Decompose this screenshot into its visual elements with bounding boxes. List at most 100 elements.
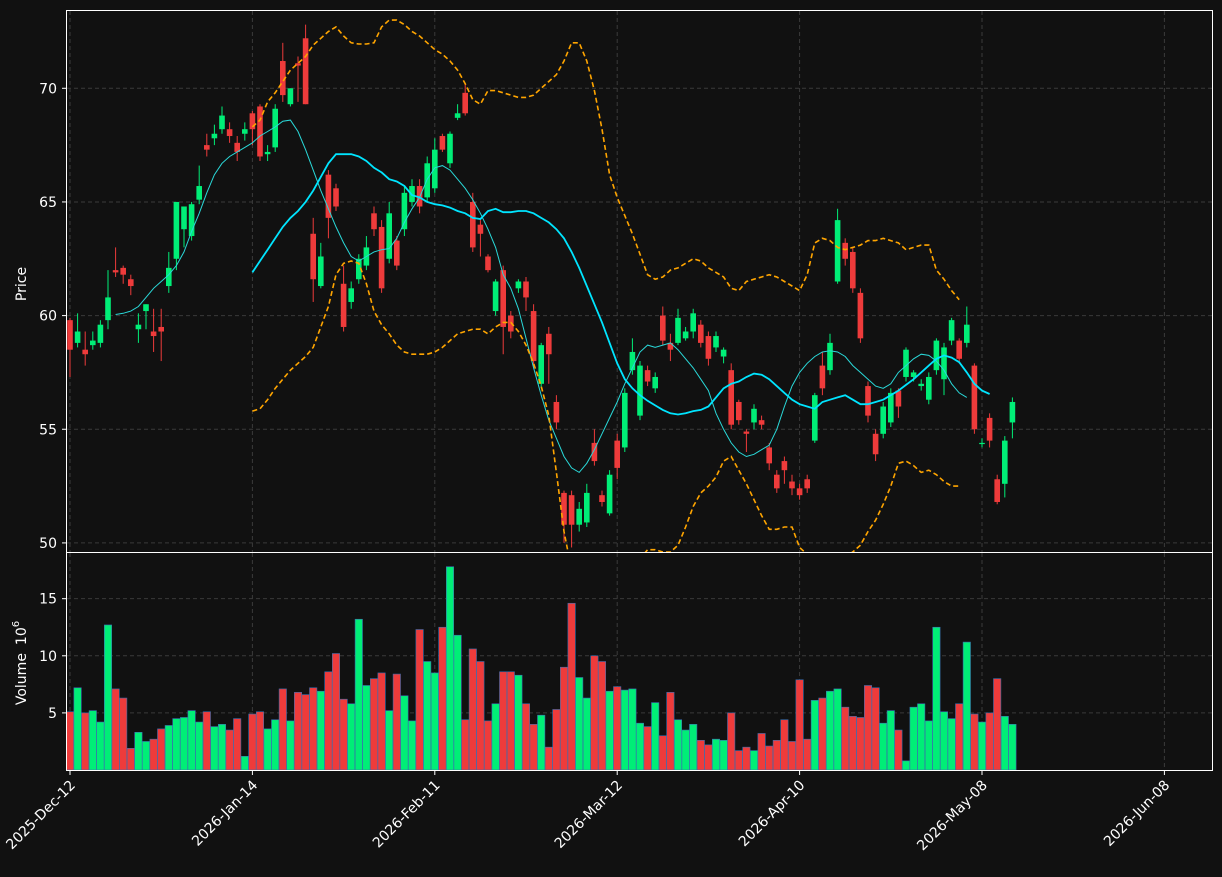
candle-body <box>781 461 788 471</box>
volume-bar <box>225 729 234 771</box>
price-tick-label: 70 <box>39 81 57 97</box>
candle-body <box>470 201 476 248</box>
candle-body <box>143 304 149 312</box>
volume-axis-label-power: 6 <box>11 621 22 627</box>
volume-bar <box>567 602 576 771</box>
candle-body <box>401 192 408 230</box>
candle-body <box>698 324 704 343</box>
volume-bar <box>491 703 500 771</box>
candle-body <box>515 281 522 289</box>
volume-bar <box>331 653 340 771</box>
candle-body <box>485 256 491 271</box>
candle-body <box>188 204 195 237</box>
candle-body <box>895 390 902 407</box>
candle-body <box>112 270 119 273</box>
volume-bar <box>354 618 363 771</box>
candle-body <box>105 297 111 321</box>
candle-body <box>553 401 560 423</box>
volume-bar <box>787 741 796 771</box>
candle-body <box>758 420 765 425</box>
volume-bar <box>635 722 644 771</box>
volume-bar <box>985 712 994 771</box>
price-tick-label: 60 <box>39 309 57 325</box>
volume-bar <box>96 721 105 771</box>
volume-bar <box>529 724 538 771</box>
candle-body <box>918 383 924 387</box>
volume-axis-label-exponent: 10 <box>14 627 30 645</box>
volume-bar <box>218 724 227 771</box>
price-tick-label: 50 <box>39 536 57 552</box>
volume-bar <box>453 634 462 771</box>
candle-body <box>67 320 73 350</box>
volume-bar <box>780 719 789 771</box>
candle-body <box>728 370 734 425</box>
candle-body <box>1009 401 1016 423</box>
volume-bar <box>894 729 903 771</box>
volume-bar <box>863 685 872 771</box>
candle-body <box>743 431 750 434</box>
candle-body <box>1002 440 1008 484</box>
volume-bar <box>544 746 553 771</box>
candle-body <box>280 61 286 96</box>
volume-bar <box>172 718 181 771</box>
volume-bar <box>901 760 910 771</box>
volume-bar <box>841 706 850 771</box>
volume-bar <box>803 738 812 771</box>
volume-tick-label: 15 <box>39 592 57 608</box>
candle-body <box>166 267 172 287</box>
volume-bar <box>1008 724 1017 771</box>
volume-bar <box>309 687 318 771</box>
volume-bar <box>521 703 530 771</box>
volume-tick-label: 10 <box>39 649 57 665</box>
candle-body <box>196 186 202 200</box>
volume-bar <box>202 711 211 771</box>
candle-body <box>219 115 225 130</box>
candle-body <box>378 226 385 289</box>
volume-bar <box>613 686 622 771</box>
candle-body <box>386 213 392 259</box>
price-axis-label: Price <box>14 267 30 301</box>
candle-body <box>720 349 727 357</box>
candle-body <box>622 392 628 448</box>
candle-body <box>181 206 187 230</box>
candle-body <box>713 336 719 348</box>
volume-bar <box>66 711 75 771</box>
volume-bar <box>947 718 956 771</box>
candle-body <box>371 213 377 230</box>
candle-body <box>842 242 848 259</box>
candle-body <box>74 331 81 343</box>
candle-body <box>644 370 651 382</box>
volume-bar <box>673 719 682 771</box>
volume-bar <box>392 673 401 771</box>
candle-body <box>705 336 712 359</box>
volume-bar <box>939 711 948 771</box>
candle-body <box>234 142 240 152</box>
candle-body <box>158 326 164 332</box>
candle-body <box>652 376 658 389</box>
candle-body <box>766 447 772 464</box>
candle-body <box>910 372 917 377</box>
volume-bar <box>514 674 523 771</box>
volume-bar <box>407 720 416 771</box>
volume-bar <box>119 697 128 771</box>
volume-bar <box>149 738 158 771</box>
candle-body <box>454 113 461 118</box>
candle-body <box>933 340 940 371</box>
volume-bar <box>233 718 242 771</box>
volume-bar <box>385 710 394 771</box>
candle-body <box>850 251 856 289</box>
candle-body <box>827 342 833 371</box>
volume-axis-label: Volume 106 <box>11 621 30 705</box>
volume-bar <box>240 755 249 771</box>
volume-bar <box>415 629 424 771</box>
volume-bar <box>537 714 546 771</box>
candle-body <box>500 270 506 327</box>
candle-body <box>584 492 590 523</box>
volume-bar <box>924 720 933 771</box>
candle-body <box>173 201 180 259</box>
volume-bars <box>66 566 1017 771</box>
candle-body <box>812 395 818 441</box>
volume-bar <box>962 641 971 771</box>
candle-body <box>242 129 248 134</box>
